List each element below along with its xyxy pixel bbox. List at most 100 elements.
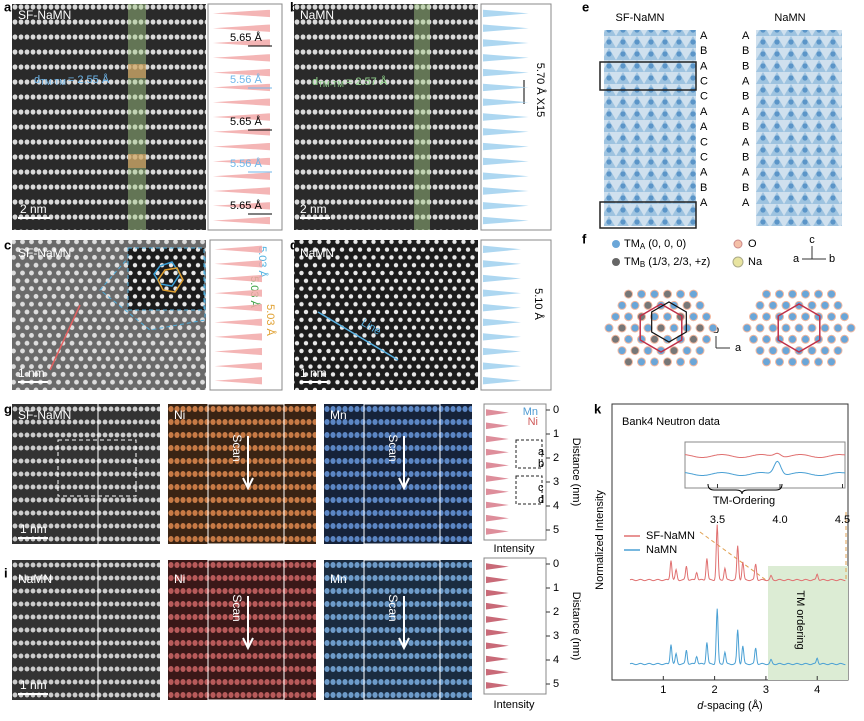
arrow <box>242 596 254 651</box>
inset-image <box>127 247 205 311</box>
intensity-profile <box>486 560 509 692</box>
zoom-guide <box>699 512 847 581</box>
line <box>317 311 399 361</box>
atom <box>643 300 653 310</box>
atom <box>801 289 810 299</box>
y-tick-label: 2 <box>553 452 559 464</box>
line <box>49 304 81 371</box>
stacking-letter: A <box>700 30 708 42</box>
atom <box>695 300 705 310</box>
subscript: A <box>640 242 646 251</box>
atom <box>788 312 797 322</box>
atom <box>840 312 849 322</box>
atom <box>689 357 698 367</box>
x-tick-label: 3 <box>763 684 769 696</box>
stacking-letter: B <box>742 60 749 72</box>
atom <box>611 334 620 344</box>
scale-label: 1 nm <box>18 366 45 380</box>
atom <box>788 289 797 299</box>
stem-image <box>294 240 478 390</box>
scan-label: Scan <box>386 594 400 621</box>
atom <box>814 289 823 299</box>
scan-box <box>363 559 441 701</box>
y-tick-label: 3 <box>553 476 559 488</box>
scan-box <box>207 559 285 701</box>
atom <box>617 323 627 333</box>
x-tick-label: 1 <box>660 684 666 696</box>
highlight-box <box>515 475 543 505</box>
atom <box>656 323 666 333</box>
x-tick-label: 4 <box>814 684 820 696</box>
axis-title: Distance (nm) <box>570 438 582 506</box>
stacking-letter: A <box>742 76 750 88</box>
atom <box>682 300 692 310</box>
eels-map <box>324 404 472 544</box>
highlight-band <box>128 4 146 230</box>
axis-label: b <box>829 253 835 265</box>
legend-swatch <box>612 240 620 248</box>
y-tick-label: 2 <box>553 606 559 618</box>
legend-label: O <box>748 238 757 250</box>
intensity-profile <box>483 6 529 228</box>
spacing-label: 5.65 Å <box>230 31 262 44</box>
stacking-letter: A <box>742 197 750 209</box>
shaded-region <box>768 566 848 680</box>
stacking-letter: A <box>700 197 708 209</box>
symbol: d <box>697 700 704 712</box>
label: -spacing (Å) <box>703 699 762 712</box>
atom <box>695 346 705 356</box>
scan-label: Scan <box>386 434 400 461</box>
value: (1/3, 2/3, +z) <box>648 256 710 268</box>
atom <box>630 346 640 356</box>
subscript: TM-TM <box>318 80 344 89</box>
atom <box>650 312 659 322</box>
panel-label: i <box>4 565 8 580</box>
atom <box>762 334 771 344</box>
unit-hexagon <box>777 303 821 353</box>
atom <box>768 346 778 356</box>
arrow <box>398 596 410 651</box>
atom <box>669 346 679 356</box>
stacking-letter: B <box>742 45 749 57</box>
atom <box>663 312 672 322</box>
value: = 2.57 Å <box>346 75 388 88</box>
atom <box>617 300 627 310</box>
atom <box>788 334 797 344</box>
atom <box>794 323 804 333</box>
atom <box>676 357 685 367</box>
atom <box>650 357 659 367</box>
atom <box>833 300 843 310</box>
inset-pattern <box>684 460 846 476</box>
atom <box>624 289 633 299</box>
axis-title: d-spacing (Å) <box>697 699 762 712</box>
atom <box>846 323 856 333</box>
atom <box>768 300 778 310</box>
atom <box>630 323 640 333</box>
brace <box>707 483 783 495</box>
sample-label: NaMN <box>774 12 805 24</box>
stem-image <box>294 4 478 230</box>
atom <box>820 323 830 333</box>
axis-title: Normalized Intensity <box>594 490 606 590</box>
legend-label: TMB (1/3, 2/3, +z) <box>624 256 710 269</box>
scale-label: 2 nm <box>300 202 327 216</box>
atom <box>762 289 771 299</box>
region-label: TM ordering <box>794 590 806 649</box>
scale-label: 1 nm <box>20 678 47 692</box>
atom <box>643 346 653 356</box>
atom <box>695 323 705 333</box>
spacing-label: 5.56 Å <box>230 73 262 86</box>
highlight-band <box>128 154 146 168</box>
spacing-label: 5.65 Å <box>230 199 262 212</box>
stacking-letter: B <box>742 152 749 164</box>
box-label: a <box>538 446 545 458</box>
intensity-profile <box>214 242 262 388</box>
atom <box>708 323 718 333</box>
box-label: d <box>538 494 544 506</box>
atom <box>702 312 711 322</box>
axis-title: Intensity <box>494 699 535 711</box>
stem-image <box>12 4 206 230</box>
atom <box>801 334 810 344</box>
subscript: B <box>640 260 645 269</box>
